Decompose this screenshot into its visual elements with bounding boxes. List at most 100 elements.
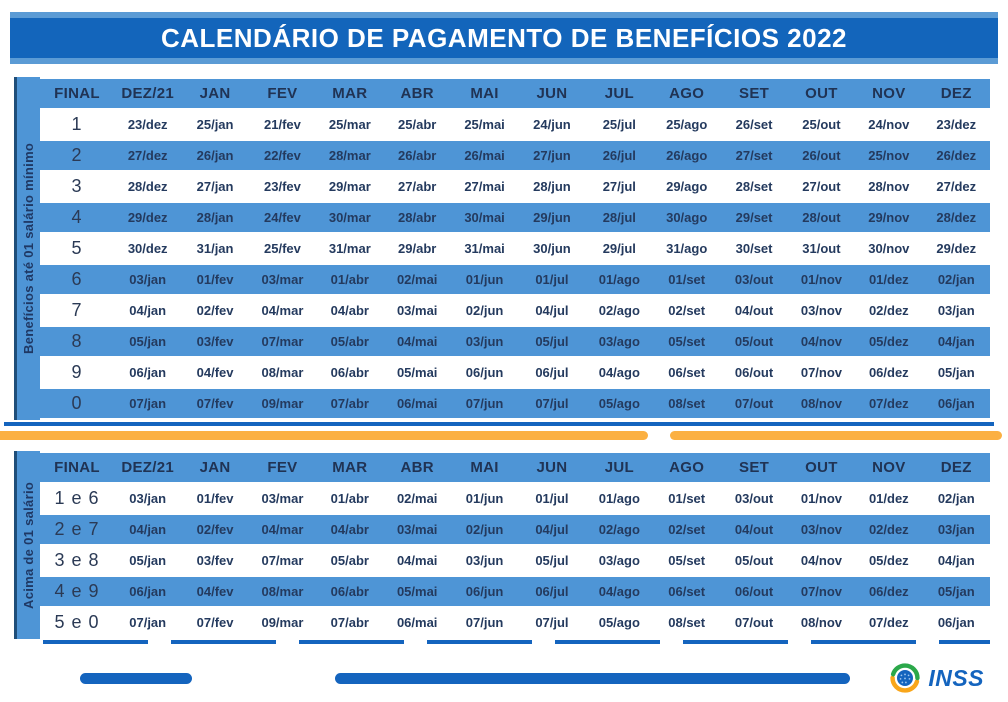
payment-date-cell: 01/set (653, 265, 721, 294)
payment-date-cell: 07/out (734, 615, 774, 630)
payment-date-cell: 04/jan (937, 553, 975, 568)
payment-date-cell: 26/abr (383, 141, 451, 170)
payment-date-cell: 03/mai (396, 303, 438, 318)
payment-date-cell: 23/dez (127, 117, 168, 132)
payment-date-cell: 27/jun (518, 141, 586, 170)
payment-date-cell: 02/set (668, 303, 706, 318)
footer: INSS (0, 661, 1008, 695)
payment-date-cell: 27/dez (114, 141, 182, 170)
column-header-fev: FEV (248, 453, 317, 482)
payment-date-cell: 01/jun (450, 265, 519, 294)
payment-date-cell: 06/dez (855, 577, 923, 606)
final-digit-cell: 7 (71, 300, 83, 320)
column-header-nov: NOV (855, 79, 923, 108)
payment-date-cell: 06/jul (518, 577, 586, 606)
column-header-final: FINAL (40, 453, 114, 482)
payment-date-cell: 05/set (653, 327, 721, 356)
payment-date-cell: 06/mai (396, 615, 438, 630)
final-digit-cell: 1 e 6 (54, 488, 100, 508)
payment-date-cell: 02/set (653, 515, 721, 544)
table-row: 8 05/jan 03/fev 07/mar 05/abr 04/mai 03/jun 05/… (40, 327, 990, 356)
payment-date-cell: 05/out (734, 553, 774, 568)
table-header-row: FINAL DEZ/21 JAN FEV MAR ABR MAI JUN JUL AGO SET OU… (40, 453, 990, 482)
section-above-minimum: Acima de 01 salário FINAL DEZ/21 JAN FEV MAR… (14, 451, 990, 639)
payment-date-cell: 05/abr (330, 553, 369, 568)
payment-date-cell: 30/jun (533, 241, 571, 256)
column-header-dez-21: DEZ/21 (114, 453, 182, 482)
payment-date-cell: 04/abr (316, 515, 384, 544)
payment-date-cell: 06/set (653, 577, 721, 606)
payment-date-cell: 28/jul (585, 203, 653, 232)
payment-date-cell: 03/jan (114, 265, 182, 294)
payment-date-cell: 26/dez (922, 141, 990, 170)
payment-date-cell: 03/ago (585, 327, 653, 356)
payment-date-cell: 27/set (720, 141, 788, 170)
payment-date-cell: 04/ago (585, 577, 653, 606)
banner-bottom-strip (10, 58, 998, 64)
payment-date-cell: 03/mar (248, 265, 317, 294)
table-row: 4 29/dez 28/jan 24/fev 30/mar 28/abr 30/mai 29/… (40, 203, 990, 232)
payment-date-cell: 02/jun (450, 515, 519, 544)
column-header-mar: MAR (316, 79, 384, 108)
payment-date-cell: 28/abr (383, 203, 451, 232)
payment-date-cell: 05/jul (535, 553, 569, 568)
payment-date-cell: 02/ago (585, 515, 653, 544)
table-header-row: FINAL DEZ/21 JAN FEV MAR ABR MAI JUN JUL AGO SET OU… (40, 79, 990, 108)
payment-date-cell: 06/set (668, 365, 706, 380)
payment-date-cell: 01/jun (465, 491, 504, 506)
payment-date-cell: 01/dez (855, 265, 923, 294)
page-title: CALENDÁRIO DE PAGAMENTO DE BENEFÍCIOS 20… (160, 22, 848, 53)
payment-date-cell: 29/abr (398, 241, 437, 256)
title-banner: CALENDÁRIO DE PAGAMENTO DE BENEFÍCIOS 20… (10, 12, 998, 64)
payment-date-cell: 03/out (720, 265, 788, 294)
payment-date-cell: 26/jan (181, 141, 249, 170)
final-digit-cell: 3 e 8 (54, 550, 100, 570)
payment-date-cell: 25/mai (464, 117, 505, 132)
payment-date-cell: 24/jun (533, 117, 571, 132)
payment-date-cell: 07/nov (800, 365, 843, 380)
payment-date-cell: 01/nov (800, 491, 843, 506)
payment-date-cell: 08/nov (787, 389, 856, 418)
payment-date-cell: 02/jun (465, 303, 504, 318)
payment-date-cell: 04/mai (383, 327, 451, 356)
payment-date-cell: 07/dez (868, 615, 909, 630)
section-minimum-wage: Benefícios até 01 salário mínimo FINAL DE… (14, 77, 990, 420)
payment-date-cell: 03/jan (129, 491, 167, 506)
payment-date-cell: 01/ago (585, 265, 653, 294)
column-header-set: SET (720, 79, 788, 108)
payment-date-cell: 06/mai (383, 389, 451, 418)
payment-date-cell: 27/dez (936, 179, 977, 194)
payment-date-cell: 26/out (787, 141, 856, 170)
payment-date-cell: 21/fev (264, 117, 301, 132)
final-digit-cell: 4 (40, 203, 114, 232)
payment-date-cell: 31/mar (328, 241, 371, 256)
payment-date-cell: 31/out (802, 241, 841, 256)
payment-date-cell: 07/jun (450, 389, 519, 418)
payment-date-cell: 06/jun (465, 365, 504, 380)
payment-date-cell: 04/nov (787, 327, 856, 356)
payment-date-cell: 03/nov (787, 515, 856, 544)
payment-date-cell: 23/fev (264, 179, 301, 194)
payment-date-cell: 25/fev (264, 241, 301, 256)
payment-date-cell: 05/dez (868, 553, 909, 568)
payment-date-cell: 02/jan (937, 491, 975, 506)
payment-date-cell: 07/jul (518, 389, 586, 418)
column-header-jan: JAN (181, 79, 249, 108)
table-bottom-line (4, 422, 994, 426)
payment-table-minimum-wage: FINAL DEZ/21 JAN FEV MAR ABR MAI JUN JUL AGO SET OU… (40, 77, 990, 420)
payment-date-cell: 26/ago (653, 141, 721, 170)
payment-date-cell: 25/nov (855, 141, 923, 170)
table-row: 9 06/jan 04/fev 08/mar 06/abr 05/mai 06/jun 06/… (40, 358, 990, 387)
payment-date-cell: 07/jul (535, 615, 569, 630)
payment-date-cell: 01/nov (787, 265, 856, 294)
payment-date-cell: 29/nov (855, 203, 923, 232)
payment-date-cell: 05/jan (937, 365, 975, 380)
column-header-nov: NOV (855, 453, 923, 482)
payment-date-cell: 04/mai (396, 553, 438, 568)
payment-date-cell: 03/nov (800, 303, 843, 318)
payment-date-cell: 04/mar (261, 303, 304, 318)
table-row: 2 e 7 04/jan 02/fev 04/mar 04/abr 03/mai 02/ju… (40, 515, 990, 544)
inss-logo-text: INSS (928, 664, 984, 691)
payment-date-cell: 03/mar (261, 491, 304, 506)
payment-date-cell: 04/jan (114, 515, 182, 544)
